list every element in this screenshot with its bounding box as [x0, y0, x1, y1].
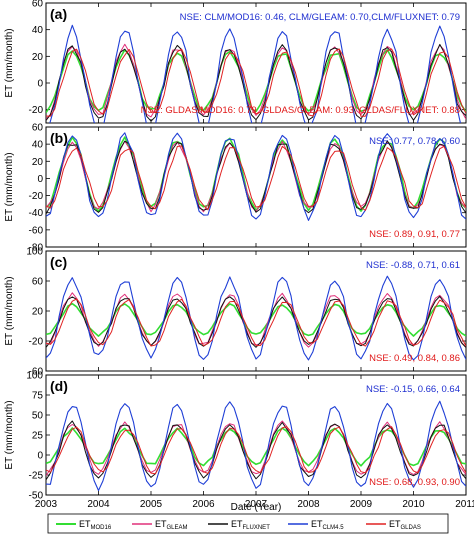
y-tick-label: -40: [29, 208, 44, 219]
x-tick-label: 2005: [140, 499, 163, 510]
series-group: [46, 400, 466, 492]
panel-d: -50 -25 0 25 50 75 100 2003 2004 2005 2006 2007 2008…: [4, 371, 474, 511]
series-line-gleam: [46, 420, 466, 476]
panel-label: (c): [50, 254, 67, 270]
y-tick-label: -80: [29, 243, 44, 254]
series-line-fluxnet: [46, 43, 466, 122]
x-tick-label: 2006: [192, 499, 215, 510]
nse-bottom-annotation: NSE: GLDAS/MOD16: 0.79, GLDAS/GLEAM: 0.9…: [141, 105, 460, 116]
panel-b: -80 -60 -40 -20 0 20 40 60 ET (mm/month) (b) NSE: …: [4, 123, 467, 254]
y-axis-label: ET (mm/month): [4, 28, 15, 97]
y-tick-label: 50: [32, 411, 44, 422]
series-line-fluxnet: [46, 420, 466, 481]
panel-label: (b): [50, 130, 68, 146]
y-tick-label: -60: [29, 367, 44, 378]
x-tick-label: 2008: [297, 499, 320, 510]
legend-label: ETCLM4.5: [311, 519, 344, 531]
x-tick-label: 2010: [402, 499, 425, 510]
y-tick-label: 20: [32, 52, 44, 63]
legend-label: ETMOD16: [79, 519, 112, 531]
y-axis-label: ET (mm/month): [4, 152, 15, 221]
legend-item-gldas: ETGLDAS: [366, 519, 421, 531]
x-tick-label: 2007: [245, 499, 268, 510]
x-axis-label: Date (Year): [231, 502, 282, 513]
legend-label: ETGLDAS: [389, 519, 421, 531]
nse-top-annotation: NSE: 0.77, 0.78, 0.60: [369, 136, 460, 147]
y-tick-label: -25: [29, 471, 44, 482]
series-line-gldas: [46, 145, 466, 211]
series-line-clm45: [46, 275, 466, 361]
nse-top-annotation: NSE: CLM/MOD16: 0.46, CLM/GLEAM: 0.70,CL…: [180, 12, 460, 23]
x-tick-label: 2004: [87, 499, 110, 510]
panel-a: -20 0 20 40 60 ET (mm/month) (a) NSE: CLM/MOD16…: [4, 0, 467, 124]
series-line-gldas: [46, 298, 466, 347]
series-line-fluxnet: [46, 295, 466, 348]
series-line-mod16: [46, 427, 466, 467]
y-tick-label: -20: [29, 191, 44, 202]
nse-top-annotation: NSE: -0.88, 0.71, 0.61: [366, 260, 460, 271]
series-line-gldas: [46, 426, 466, 475]
series-line-gldas: [46, 48, 466, 117]
x-tick-label: 2009: [350, 499, 373, 510]
y-tick-label: 20: [32, 157, 44, 168]
series-line-mod16: [46, 136, 466, 212]
panel-c: -60 -20 20 60 100 ET (mm/month) (c) NSE: -0.88,…: [4, 247, 467, 378]
legend-label: ETGLEAM: [155, 519, 188, 531]
legend-item-mod16: ETMOD16: [56, 519, 112, 531]
panel-label: (a): [50, 6, 67, 22]
y-tick-label: -20: [29, 105, 44, 116]
y-tick-label: 60: [32, 0, 44, 10]
y-tick-label: -60: [29, 225, 44, 236]
series-line-clm45: [49, 24, 461, 123]
x-tick-label: 2003: [35, 499, 58, 510]
y-tick-label: 100: [26, 247, 43, 258]
nse-bottom-annotation: NSE: 0.49, 0.84, 0.86: [369, 353, 460, 364]
series-line-gleam: [46, 43, 466, 120]
series-group: [46, 24, 466, 123]
nse-bottom-annotation: NSE: 0.68, 0.93, 0.90: [369, 477, 460, 488]
legend-item-clm45: ETCLM4.5: [288, 519, 344, 531]
y-axis-label: ET (mm/month): [4, 400, 15, 469]
y-tick-label: 75: [32, 391, 44, 402]
series-group: [46, 132, 466, 221]
x-tick-label: 2011: [455, 499, 474, 510]
panel-label: (d): [50, 378, 68, 394]
y-axis-label: ET (mm/month): [4, 276, 15, 345]
series-group: [46, 275, 466, 361]
y-tick-label: 25: [32, 431, 44, 442]
y-tick-label: 100: [26, 371, 43, 382]
y-tick-label: 40: [32, 140, 44, 151]
y-tick-label: -20: [29, 337, 44, 348]
y-tick-label: 0: [37, 174, 43, 185]
legend-label: ETFLUXNET: [231, 519, 270, 531]
series-line-mod16: [46, 302, 466, 337]
series-line-gleam: [46, 292, 466, 348]
nse-top-annotation: NSE: -0.15, 0.66, 0.64: [366, 384, 460, 395]
legend-item-gleam: ETGLEAM: [132, 519, 188, 531]
y-tick-label: 0: [37, 79, 43, 90]
series-line-fluxnet: [46, 140, 466, 215]
y-tick-label: 60: [32, 123, 44, 134]
y-tick-label: -50: [29, 491, 44, 502]
legend-item-fluxnet: ETFLUXNET: [208, 519, 270, 531]
y-tick-label: 0: [37, 451, 43, 462]
y-tick-label: 20: [32, 307, 44, 318]
legend-box: [47, 513, 449, 534]
series-line-clm45: [46, 400, 466, 492]
y-tick-label: 60: [32, 277, 44, 288]
y-tick-label: 40: [32, 25, 44, 36]
nse-bottom-annotation: NSE: 0.89, 0.91, 0.77: [369, 229, 460, 240]
legend: ETMOD16 ETGLEAM ETFLUXNET ETCLM4.5 ETGLDAS: [47, 513, 449, 534]
